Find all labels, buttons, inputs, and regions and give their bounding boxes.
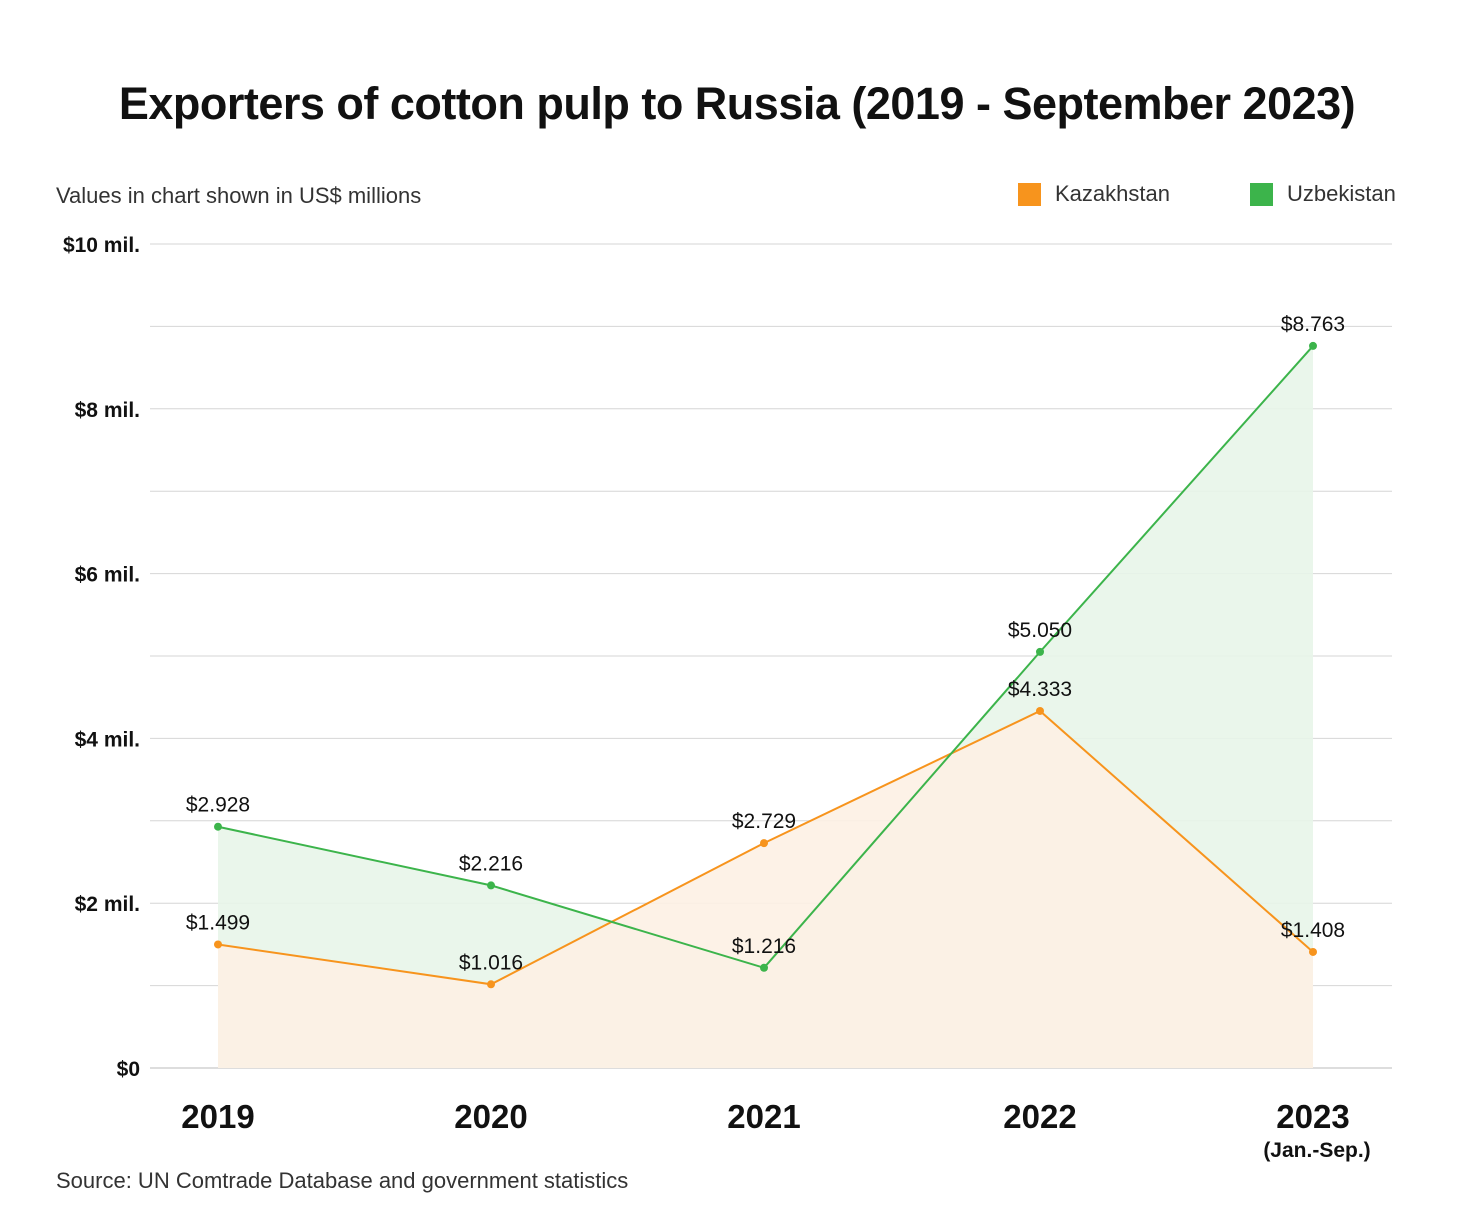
legend-item-kazakhstan: Kazakhstan (1018, 181, 1170, 207)
data-point-kazakhstan (1036, 706, 1044, 715)
data-point-kazakhstan (1309, 947, 1317, 956)
data-point-kazakhstan (214, 940, 222, 949)
y-tick-label: $6 mil. (75, 564, 140, 587)
chart-source: Source: UN Comtrade Database and governm… (56, 1168, 629, 1193)
data-label-kazakhstan: $4.333 (1008, 678, 1072, 701)
y-tick-label: $2 mil. (75, 893, 140, 916)
x-tick-sublabel: (Jan.-Sep.) (1263, 1139, 1370, 1162)
x-tick-label: 2021 (727, 1098, 800, 1135)
data-point-uzbekistan (214, 822, 222, 831)
data-label-uzbekistan: $2.928 (186, 794, 250, 817)
y-tick-label: $0 (117, 1058, 140, 1081)
legend-swatch-uzbekistan (1250, 182, 1273, 206)
data-label-kazakhstan: $1.016 (459, 951, 523, 974)
x-tick-label: 2020 (454, 1098, 527, 1135)
data-label-uzbekistan: $1.216 (732, 935, 796, 958)
chart-title: Exporters of cotton pulp to Russia (2019… (118, 78, 1356, 129)
data-point-uzbekistan (760, 963, 768, 972)
data-point-kazakhstan (487, 980, 495, 989)
area-kazakhstan (218, 710, 1313, 1068)
data-label-uzbekistan: $5.050 (1008, 619, 1072, 642)
x-tick-label: 2023 (1276, 1098, 1349, 1135)
legend-label: Uzbekistan (1287, 181, 1396, 206)
data-label-kazakhstan: $1.408 (1281, 919, 1345, 942)
legend-item-uzbekistan: Uzbekistan (1250, 181, 1396, 207)
data-point-uzbekistan (1309, 341, 1317, 350)
data-point-uzbekistan (487, 881, 495, 890)
data-point-kazakhstan (760, 839, 768, 848)
y-tick-label: $4 mil. (75, 728, 140, 751)
data-point-uzbekistan (1036, 647, 1044, 656)
y-tick-label: $8 mil. (75, 399, 140, 422)
legend-label: Kazakhstan (1055, 181, 1170, 206)
legend-swatch-kazakhstan (1018, 182, 1041, 206)
chart-subtitle: Values in chart shown in US$ millions (56, 183, 422, 208)
x-tick-label: 2019 (181, 1098, 254, 1135)
data-label-kazakhstan: $2.729 (732, 810, 796, 833)
data-label-uzbekistan: $8.763 (1281, 313, 1345, 336)
data-label-kazakhstan: $1.499 (186, 911, 250, 934)
data-label-uzbekistan: $2.216 (459, 852, 523, 875)
y-tick-label: $10 mil. (63, 234, 140, 257)
x-tick-label: 2022 (1003, 1098, 1076, 1135)
